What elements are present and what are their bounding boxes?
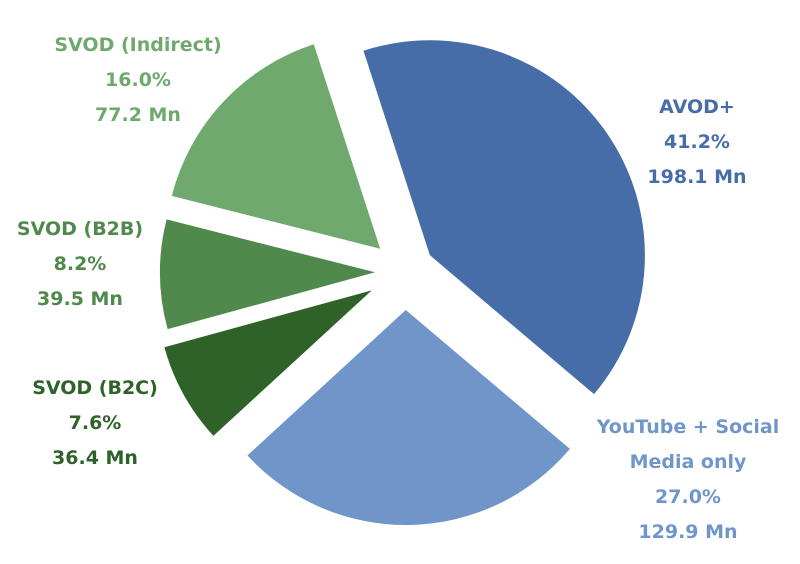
slice-label-3: SVOD (B2C) 7.6% 36.4 Mn: [32, 377, 158, 469]
slice-percent: 41.2%: [664, 131, 730, 153]
pie-slice-3: [164, 290, 372, 436]
slice-name: Media only: [630, 451, 747, 473]
slice-name: SVOD (B2C): [32, 377, 158, 399]
slice-name: YouTube + Social: [596, 416, 779, 438]
labels-layer: AVOD+ 41.2% 198.1 Mn YouTube + Social Media …: [17, 34, 779, 543]
slice-value: 39.5 Mn: [37, 288, 123, 310]
slice-value: 198.1 Mn: [647, 166, 746, 188]
pie-slice-4: [160, 219, 376, 330]
slice-value: 77.2 Mn: [95, 104, 181, 126]
pie-slice-2: [247, 309, 570, 525]
slice-percent: 16.0%: [105, 69, 171, 91]
slice-label-4: SVOD (B2B) 8.2% 39.5 Mn: [17, 218, 143, 310]
slice-label-1: AVOD+ 41.2% 198.1 Mn: [647, 96, 746, 188]
slice-percent: 7.6%: [69, 412, 122, 434]
slice-value: 36.4 Mn: [52, 447, 138, 469]
slice-percent: 8.2%: [54, 253, 107, 275]
pie-slice-1: [363, 40, 645, 395]
slice-label-5: SVOD (Indirect) 16.0% 77.2 Mn: [54, 34, 221, 126]
pie-slice-5: [171, 44, 381, 249]
slice-name: SVOD (B2B): [17, 218, 143, 240]
slice-name: SVOD (Indirect): [54, 34, 221, 56]
slices-layer: [160, 40, 645, 525]
slice-percent: 27.0%: [655, 486, 721, 508]
slice-name: AVOD+: [659, 96, 735, 118]
slice-label-2: YouTube + Social Media only 27.0% 129.9 Mn: [596, 416, 779, 543]
slice-value: 129.9 Mn: [638, 521, 737, 543]
